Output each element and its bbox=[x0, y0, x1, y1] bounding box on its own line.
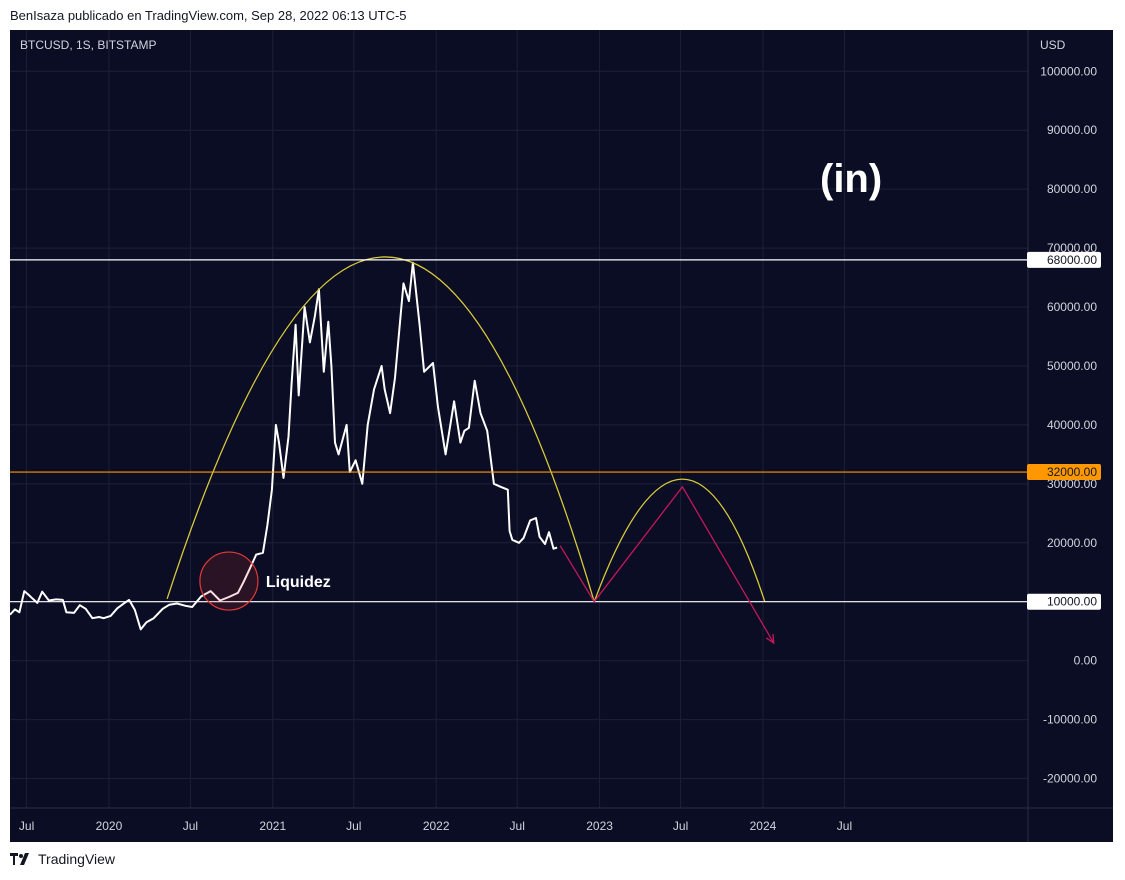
x-tick-label: 2021 bbox=[259, 819, 286, 833]
y-tick-label: -20000.00 bbox=[1043, 772, 1097, 786]
level-price-tag bbox=[1027, 251, 1101, 268]
y-tick-label: 80000.00 bbox=[1047, 182, 1097, 196]
publish-info: BenIsaza publicado en TradingView.com, S… bbox=[10, 8, 407, 23]
x-tick-label: 2023 bbox=[586, 819, 613, 833]
x-tick-label: Jul bbox=[510, 819, 525, 833]
brand-logo-text: (in) bbox=[820, 157, 882, 201]
x-tick-label: Jul bbox=[346, 819, 361, 833]
y-tick-label: 40000.00 bbox=[1047, 418, 1097, 432]
trend-arc bbox=[166, 256, 595, 602]
x-tick-label: 2024 bbox=[750, 819, 777, 833]
x-tick-label: Jul bbox=[673, 819, 688, 833]
y-tick-label: 30000.00 bbox=[1047, 477, 1097, 491]
y-tick-label: 50000.00 bbox=[1047, 359, 1097, 373]
level-price-label: 68000.00 bbox=[1047, 253, 1097, 267]
price-axis-unit: USD bbox=[1040, 38, 1066, 52]
price-series-line bbox=[9, 261, 558, 631]
level-price-label: 10000.00 bbox=[1047, 595, 1097, 609]
projection-arrow-head bbox=[765, 633, 775, 645]
y-tick-label: 0.00 bbox=[1074, 654, 1098, 668]
y-tick-label: 60000.00 bbox=[1047, 300, 1097, 314]
y-tick-label: 70000.00 bbox=[1047, 241, 1097, 255]
level-price-tag bbox=[1027, 464, 1101, 481]
trend-arc bbox=[593, 478, 766, 602]
x-tick-label: 2022 bbox=[423, 819, 450, 833]
y-tick-label: 100000.00 bbox=[1040, 64, 1097, 78]
symbol-label: BTCUSD, 1S, BITSTAMP bbox=[20, 38, 156, 52]
tradingview-footer: TradingView bbox=[10, 851, 115, 867]
tradingview-logo-icon bbox=[10, 853, 29, 865]
projection-line bbox=[559, 485, 775, 644]
x-tick-label: Jul bbox=[837, 819, 852, 833]
y-tick-label: 20000.00 bbox=[1047, 536, 1097, 550]
level-price-label: 32000.00 bbox=[1047, 465, 1097, 479]
brand-logo: (in) bbox=[820, 157, 882, 201]
level-price-tag bbox=[1027, 593, 1101, 610]
liquidity-label: Liquidez bbox=[266, 574, 331, 591]
chart-background bbox=[10, 30, 1113, 842]
footer-brand-text: TradingView bbox=[38, 851, 116, 867]
liquidity-circle bbox=[199, 551, 259, 611]
btc-chart[interactable]: Liquidez BTCUSD, 1S, BITSTAMP USD 100000… bbox=[9, 30, 1113, 842]
chart-panel[interactable]: Liquidez BTCUSD, 1S, BITSTAMP USD 100000… bbox=[9, 30, 1113, 842]
x-tick-label: Jul bbox=[183, 819, 198, 833]
y-tick-label: -10000.00 bbox=[1043, 713, 1097, 727]
x-tick-label: Jul bbox=[19, 819, 34, 833]
y-tick-label: 90000.00 bbox=[1047, 123, 1097, 137]
x-tick-label: 2020 bbox=[96, 819, 123, 833]
